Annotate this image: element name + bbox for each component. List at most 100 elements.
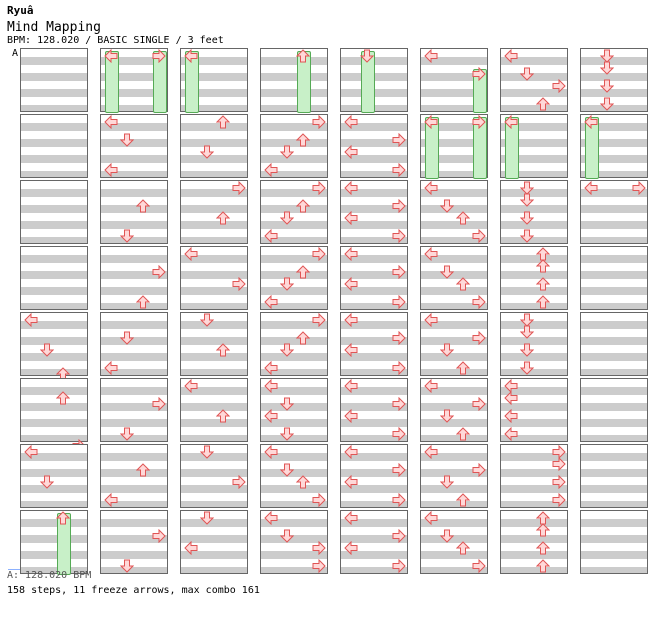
up-arrow-icon — [296, 133, 310, 147]
chart-column — [260, 48, 328, 576]
measure — [260, 378, 328, 442]
left-arrow-icon — [504, 409, 518, 423]
freeze-left-arrow-icon — [424, 115, 438, 129]
left-arrow-icon — [504, 391, 518, 405]
left-arrow-icon — [424, 313, 438, 327]
measure — [340, 180, 408, 244]
chart-column — [180, 48, 248, 576]
measure — [500, 510, 568, 574]
down-arrow-icon — [440, 409, 454, 423]
up-arrow-icon — [216, 211, 230, 225]
footer-stats: 158 steps, 11 freeze arrows, max combo 1… — [7, 585, 260, 596]
down-arrow-icon — [520, 211, 534, 225]
up-arrow-icon — [136, 199, 150, 213]
down-arrow-icon — [200, 145, 214, 159]
left-arrow-icon — [264, 409, 278, 423]
right-arrow-icon — [472, 397, 486, 411]
freeze-up-arrow-icon — [296, 49, 310, 63]
right-arrow-icon — [232, 277, 246, 291]
up-arrow-icon — [296, 265, 310, 279]
up-arrow-icon — [216, 115, 230, 129]
right-arrow-icon — [392, 559, 406, 573]
measure — [580, 114, 648, 179]
up-arrow-icon — [536, 541, 550, 555]
right-arrow-icon — [472, 229, 486, 243]
measure — [340, 510, 408, 574]
chart-column — [20, 48, 88, 576]
measure — [100, 48, 168, 113]
right-arrow-icon — [392, 133, 406, 147]
up-arrow-icon — [456, 493, 470, 507]
measure — [260, 312, 328, 376]
artist-name: Ryuâ — [7, 4, 34, 17]
left-arrow-icon — [424, 511, 438, 525]
up-arrow-icon — [536, 295, 550, 309]
measure — [260, 510, 328, 574]
right-arrow-icon — [392, 265, 406, 279]
measure — [100, 246, 168, 310]
left-arrow-icon — [104, 163, 118, 177]
measure — [20, 444, 88, 508]
right-arrow-icon — [392, 493, 406, 507]
freeze-arrow-tail — [585, 117, 599, 179]
measure — [20, 246, 88, 310]
right-arrow-icon — [392, 229, 406, 243]
down-arrow-icon — [440, 265, 454, 279]
left-arrow-icon — [424, 247, 438, 261]
up-arrow-icon — [216, 343, 230, 357]
right-arrow-icon — [152, 529, 166, 543]
chart-column — [100, 48, 168, 576]
measure — [580, 180, 648, 244]
measure — [500, 246, 568, 310]
left-arrow-icon — [184, 541, 198, 555]
freeze-right-arrow-icon — [472, 67, 486, 81]
left-arrow-icon — [344, 409, 358, 423]
right-arrow-icon — [472, 295, 486, 309]
measure — [420, 246, 488, 310]
up-arrow-icon — [536, 277, 550, 291]
measure — [180, 114, 248, 178]
measure — [580, 48, 648, 112]
measure — [100, 312, 168, 376]
measure — [340, 444, 408, 508]
bpm-marker: A — [12, 48, 19, 59]
down-arrow-icon — [280, 277, 294, 291]
down-arrow-icon — [280, 463, 294, 477]
down-arrow-icon — [520, 181, 534, 195]
left-arrow-icon — [344, 445, 358, 459]
right-arrow-icon — [392, 295, 406, 309]
measure — [580, 444, 648, 508]
right-arrow-icon — [392, 331, 406, 345]
down-arrow-icon — [120, 559, 134, 573]
chart-column — [500, 48, 568, 576]
down-arrow-icon — [520, 313, 534, 327]
left-arrow-icon — [184, 247, 198, 261]
left-arrow-icon — [264, 163, 278, 177]
freeze-left-arrow-icon — [584, 115, 598, 129]
freeze-left-arrow-icon — [504, 115, 518, 129]
right-arrow-icon — [152, 397, 166, 411]
chart-column — [580, 48, 648, 576]
measure — [420, 180, 488, 244]
down-arrow-icon — [40, 343, 54, 357]
down-arrow-icon — [440, 343, 454, 357]
freeze-up-arrow-icon — [56, 511, 70, 525]
left-arrow-icon — [344, 277, 358, 291]
freeze-left-arrow-icon — [184, 49, 198, 63]
right-arrow-icon — [552, 79, 566, 93]
right-arrow-icon — [312, 247, 326, 261]
measure — [180, 48, 248, 113]
measure — [420, 114, 488, 179]
left-arrow-icon — [264, 229, 278, 243]
down-arrow-icon — [520, 325, 534, 339]
left-arrow-icon — [104, 115, 118, 129]
left-arrow-icon — [504, 427, 518, 441]
right-arrow-icon — [472, 331, 486, 345]
left-arrow-icon — [264, 379, 278, 393]
up-arrow-icon — [536, 259, 550, 273]
down-arrow-icon — [520, 229, 534, 243]
right-arrow-icon — [392, 163, 406, 177]
right-arrow-icon — [312, 559, 326, 573]
measure — [500, 48, 568, 112]
measure — [500, 378, 568, 442]
